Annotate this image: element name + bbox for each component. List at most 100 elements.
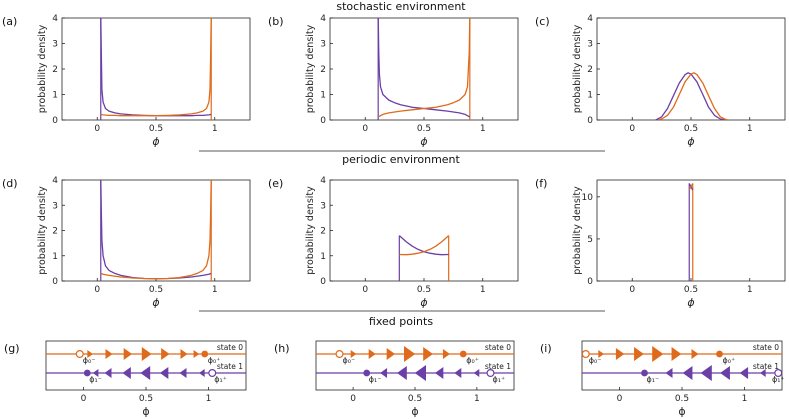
stable-fixed-point-1 [363,369,371,377]
x-tick-label: 0 [629,124,635,134]
panel-label-f: (f) [535,177,547,190]
flow-arrow-left [179,368,187,378]
fixed-point-label: ϕ₀⁻ [343,356,356,365]
flow-arrow-right [615,348,625,360]
x-tick-label: 0 [617,394,623,404]
flow-arrow-right [368,349,376,359]
x-tick-label: 0.5 [408,394,422,404]
fixed-point-label: ϕ₁⁻ [89,375,102,384]
x-tick-label: 1 [747,285,753,295]
flow-arrow-left [454,368,462,378]
stable-fixed-point-1 [83,369,91,377]
x-axis-label: ϕ [152,296,159,309]
panel-label-e: (e) [268,177,283,190]
fixed-point-label: ϕ₀⁻ [83,356,96,365]
stable-fixed-point-1 [641,369,648,377]
x-tick-label: 0.5 [675,394,689,404]
fixed-point-label: ϕ₁⁻ [647,375,660,384]
panel-label-g: (g) [4,342,20,355]
x-tick-label: 1 [212,285,218,295]
y-tick-label: 10 [582,193,594,203]
section-titles: stochastic environment periodic environm… [199,0,605,328]
flow-arrow-left [104,368,112,378]
flow-arrow-right [193,350,200,358]
y-tick-label: 2 [320,227,326,237]
x-tick-label: 1 [480,124,486,134]
stable-fixed-point-0 [201,350,209,358]
flow-arrow-right [180,349,188,359]
x-tick-label: 0 [362,285,368,295]
fixed-point-label: ϕ₀⁺ [723,356,736,365]
y-tick-label: 2 [587,65,593,75]
unstable-fixed-point-1 [486,369,495,378]
x-tick-label: 0 [94,285,100,295]
y-axis-label: probability density [305,24,316,113]
fixed-panel-i: (i) 0 0.5 1 ϕ state 0 state 1 ϕ₀⁻ ϕ₀⁺ ϕ₁⁻ ϕ₁⁺ [540,340,785,418]
flow-arrow-left [473,369,480,377]
fixed-point-label: ϕ₁⁺ [492,375,505,384]
x-axis-label: ϕ [687,296,694,309]
state-1-label: state 1 [753,362,779,371]
x-tick-label: 0.5 [684,124,698,134]
flow-arrow-right [105,349,113,359]
y-tick-label: 4 [587,14,593,24]
fixed-point-label: ϕ₀⁺ [466,356,479,365]
flow-arrow-left [199,369,205,377]
flow-arrow-right [386,348,396,360]
state-0-label: state 0 [753,343,779,352]
x-tick-label: 1 [742,394,748,404]
series-line-state-0 [399,235,450,256]
flow-arrow-right [141,347,152,361]
series-line-state-1 [100,180,212,280]
y-tick-label: 3 [587,40,593,50]
x-axis-label: ϕ [142,405,149,418]
y-tick-label: 1 [52,91,58,101]
unstable-fixed-point-1 [774,369,783,378]
x-axis-label: ϕ [678,405,685,418]
plot-area [100,180,212,281]
y-tick-label: 1 [587,91,593,101]
fixed-point-label: ϕ₁⁺ [214,375,227,384]
flow-arrow-right [671,347,682,361]
y-tick-label: 3 [52,201,58,211]
x-tick-label: 0.5 [417,285,431,295]
axes-box [329,179,519,282]
y-tick-label: 3 [320,201,326,211]
fixed-point-label: ϕ₁⁻ [369,375,382,384]
panel-d: 0 0.5 1 0 1 2 3 4 probability density ϕ (d) [2,176,251,309]
flow-arrow-left [682,366,693,380]
fixed-point-panels: (g) 0 0.5 1 ϕ state 0 state 1 ϕ₀⁻ ϕ₀⁺ ϕ₁⁻ ϕ₁⁺ (h) 0 0… [4,340,785,418]
axes-box [61,179,251,282]
y-tick-label: 1 [320,252,326,262]
x-tick-label: 0 [94,124,100,134]
x-axis-label: ϕ [411,405,418,418]
flow-arrow-left [760,369,766,377]
x-axis-label: ϕ [420,135,427,148]
series-line-state-0 [688,183,694,191]
y-tick-label: 4 [52,14,58,24]
section-title-fixed-points: fixed points [369,315,433,328]
flow-arrow-left [140,366,151,380]
series-line-state-0 [377,18,471,118]
y-tick-label: 4 [320,14,326,24]
x-tick-label: 1 [480,285,486,295]
state-1-label: state 1 [217,362,243,371]
y-tick-label: 0 [320,116,326,126]
y-tick-label: 2 [52,227,58,237]
y-axis-label: probability density [305,186,316,275]
y-tick-label: 0 [587,277,593,287]
flow-arrow-right [652,346,664,362]
x-tick-label: 1 [206,394,212,404]
axes-box [61,17,251,121]
y-tick-label: 2 [320,65,326,75]
fixed-panel-h: (h) 0 0.5 1 ϕ state 0 state 1 ϕ₀⁻ ϕ₀⁺ ϕ₁⁻ ϕ₁⁺ [274,340,515,418]
x-axis-label: ϕ [420,296,427,309]
panel-label-a: (a) [2,15,17,28]
plot-area [398,235,450,281]
fixed-point-label: ϕ₀⁺ [208,356,221,365]
flow-arrow-left [414,365,426,381]
y-axis-label: probability density [37,186,48,275]
